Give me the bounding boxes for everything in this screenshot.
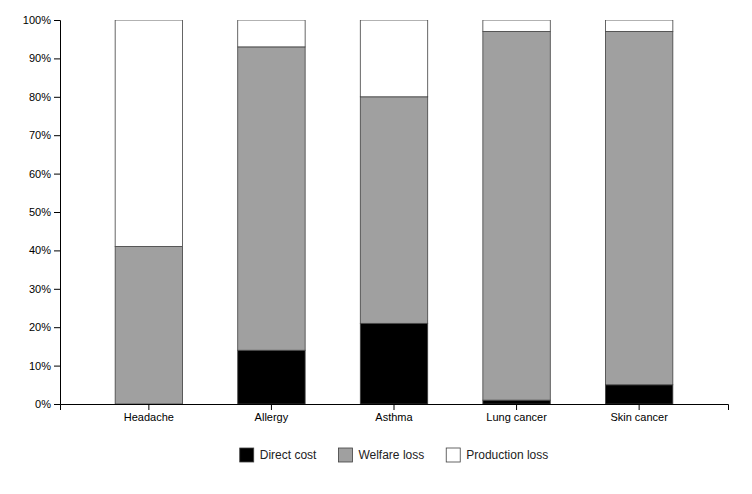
legend-label: Welfare loss [358, 448, 424, 462]
tick-mark [54, 366, 60, 367]
tick: 70% [29, 129, 60, 141]
legend-label: Production loss [466, 448, 548, 462]
tick: 100% [23, 14, 60, 26]
tick-label: 40% [29, 244, 51, 256]
bar [605, 20, 672, 32]
bar [238, 20, 305, 47]
tick-label: 60% [29, 168, 51, 180]
tick-mark [516, 404, 517, 410]
tick: 30% [29, 283, 60, 295]
bar [238, 47, 305, 350]
tick: 80% [29, 91, 60, 103]
tick-mark [54, 97, 60, 98]
tick-label: 70% [29, 129, 51, 141]
tick-mark [394, 404, 395, 410]
tick: Lung cancer [486, 404, 547, 423]
bars [115, 20, 673, 404]
tick: 90% [29, 52, 60, 64]
tick: Skin cancer [610, 404, 668, 423]
tick-label: Skin cancer [610, 411, 668, 423]
tick: Asthma [375, 404, 413, 423]
tick-mark [54, 327, 60, 328]
tick-mark [148, 404, 149, 410]
tick-label: 80% [29, 91, 51, 103]
legend-label: Direct cost [260, 448, 317, 462]
tick-mark [54, 58, 60, 59]
tick-mark [54, 289, 60, 290]
tick: 20% [29, 321, 60, 333]
tick-label: Lung cancer [486, 411, 547, 423]
tick-mark [639, 404, 640, 410]
tick: Allergy [255, 404, 289, 423]
tick-mark [54, 135, 60, 136]
y-axis: 0% 10% 20% 30% 40% 50% 60% 70% 80% 90% 100% [23, 14, 61, 410]
bar [115, 247, 182, 404]
tick-label: Asthma [375, 411, 413, 423]
legend-item: Production loss [446, 448, 548, 462]
bar [605, 32, 672, 385]
tick-mark [54, 212, 60, 213]
tick-label: 90% [29, 52, 51, 64]
tick-mark [54, 404, 60, 405]
tick-label: 30% [29, 283, 51, 295]
bar [115, 20, 182, 247]
legend-swatch [240, 448, 254, 462]
tick: 10% [29, 360, 60, 372]
tick-label: 0% [35, 398, 51, 410]
tick-label: 100% [23, 14, 51, 26]
bar [483, 400, 550, 404]
legend-swatch [446, 448, 460, 462]
axis-line [54, 21, 61, 405]
x-axis: Headache Allergy Asthma Lung cancer Skin can… [61, 404, 729, 423]
tick-mark [271, 404, 272, 410]
legend-item: Welfare loss [338, 448, 424, 462]
tick: 40% [29, 244, 60, 256]
tick-mark [54, 174, 60, 175]
tick-label: 50% [29, 206, 51, 218]
plot: 0% 10% 20% 30% 40% 50% 60% 70% 80% 90% 100% Headach… [23, 14, 729, 423]
tick: 0% [35, 398, 60, 410]
tick: 50% [29, 206, 60, 218]
legend: Direct cost Welfare loss Production loss [240, 448, 549, 462]
chart: 0% 10% 20% 30% 40% 50% 60% 70% 80% 90% 100% Headach… [0, 0, 752, 494]
tick-label: Headache [124, 411, 174, 423]
series [115, 20, 673, 247]
tick-label: Allergy [255, 411, 289, 423]
bar [238, 350, 305, 404]
tick-label: 20% [29, 321, 51, 333]
axis-line [61, 405, 729, 411]
tick-mark [54, 250, 60, 251]
bar [605, 385, 672, 404]
tick: Headache [124, 404, 174, 423]
tick-label: 10% [29, 360, 51, 372]
legend-swatch [338, 448, 352, 462]
bar [360, 20, 427, 97]
tick: 60% [29, 168, 60, 180]
bar [483, 32, 550, 401]
bar [360, 323, 427, 404]
tick-mark [54, 20, 60, 21]
bar [483, 20, 550, 32]
legend-item: Direct cost [240, 448, 317, 462]
bar [360, 97, 427, 324]
